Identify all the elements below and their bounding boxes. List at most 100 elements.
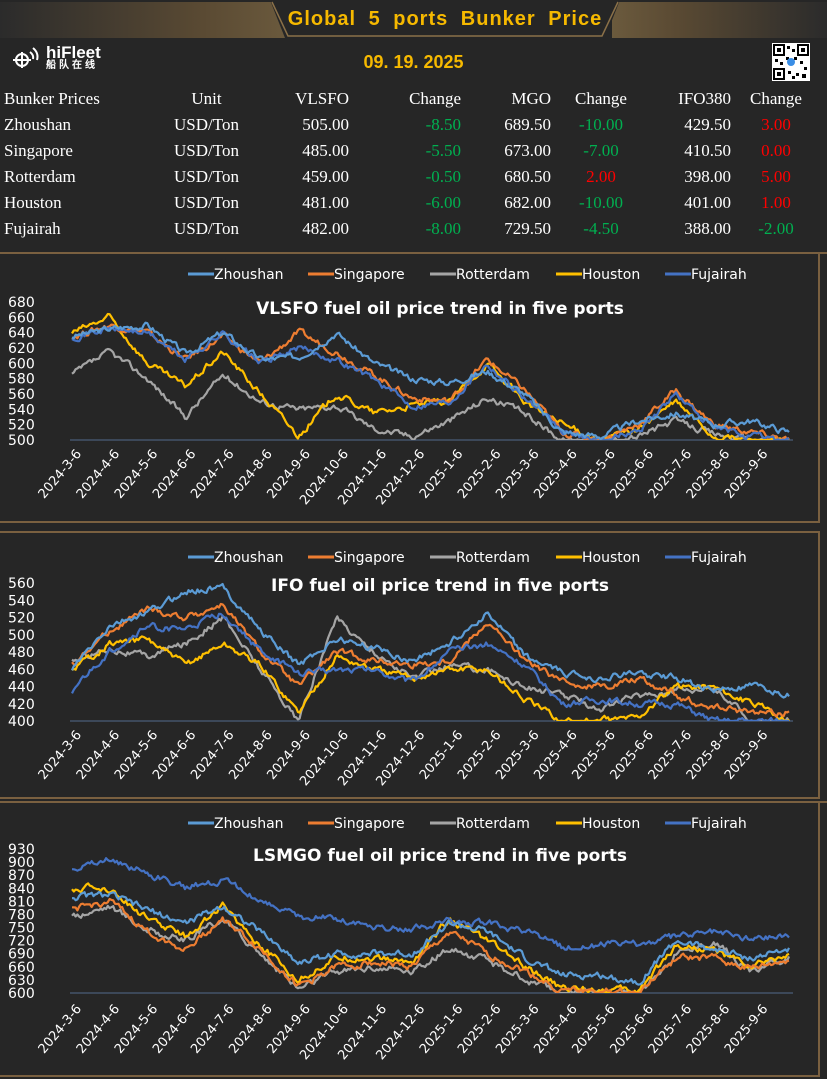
header-cell: Change [575, 89, 627, 108]
series-line-fujairah [71, 857, 790, 951]
header-cell: Unit [191, 89, 222, 108]
legend-item-rotterdam: Rotterdam [430, 267, 530, 283]
series-line-houston [71, 635, 790, 721]
mgo-cell: 729.50 [504, 219, 551, 238]
y-tick-label: 870 [8, 868, 35, 884]
y-tick-label: 520 [8, 611, 35, 627]
series-line-rotterdam [71, 347, 789, 440]
mgo-chg-cell: 2.00 [586, 167, 616, 186]
legend-label: Singapore [334, 816, 405, 832]
mgo-cell: 673.00 [504, 141, 551, 160]
series-line-zhoushan [71, 890, 790, 986]
qr-code-icon [772, 43, 810, 81]
mgo-cell: 680.50 [504, 167, 551, 186]
port-cell: Singapore [4, 141, 73, 160]
y-tick-label: 560 [8, 576, 35, 592]
vlsfo-chg-cell: -8.00 [425, 219, 461, 238]
unit-cell: USD/Ton [174, 193, 239, 212]
vlsfo-chg-cell: -8.50 [425, 115, 461, 134]
ifo-cell: 401.00 [684, 193, 731, 212]
ifo-chart-panel: Zhoushan Singapore Rotterdam Houston Fujaira… [0, 531, 820, 799]
header-band-left [0, 2, 290, 38]
vlsfo-chg-cell: -0.50 [425, 167, 461, 186]
y-tick-label: 500 [8, 628, 35, 644]
vlsfo-cell: 459.00 [302, 167, 349, 186]
table-row: Rotterdam USD/Ton 459.00 -0.50 680.50 2.00 398… [4, 164, 821, 190]
legend-item-houston: Houston [556, 816, 640, 832]
vlsfo-price-chart: Zhoushan Singapore Rotterdam Houston Fujaira… [8, 267, 793, 508]
legend-label: Zhoushan [214, 816, 284, 832]
legend-label: Fujairah [691, 816, 747, 832]
logo-name: hiFleet [46, 43, 101, 62]
legend-label: Fujairah [691, 267, 747, 283]
mgo-chg-cell: -4.50 [583, 219, 619, 238]
header-banner: Global 5 ports Bunker Price [0, 0, 827, 40]
mgo-cell: 682.00 [504, 193, 551, 212]
unit-cell: USD/Ton [174, 219, 239, 238]
y-tick-label: 690 [8, 947, 35, 963]
ifo-cell: 410.50 [684, 141, 731, 160]
y-tick-label: 660 [8, 960, 35, 976]
y-tick-label: 560 [8, 387, 35, 403]
legend-item-zhoushan: Zhoushan [188, 267, 284, 283]
port-cell: Zhoushan [4, 115, 72, 134]
table-row: Zhoushan USD/Ton 505.00 -8.50 689.50 -10.00 42… [4, 112, 821, 138]
legend-item-singapore: Singapore [308, 550, 405, 566]
y-tick-label: 520 [8, 418, 35, 434]
header-trapezoid [270, 0, 620, 38]
bunker-price-table: Bunker Prices Unit VLSFO Change MGO Chan… [4, 86, 821, 242]
legend-item-singapore: Singapore [308, 816, 405, 832]
header-cell: Bunker Prices [4, 89, 100, 108]
report-date: 09. 19. 2025 [363, 52, 464, 72]
vlsfo-cell: 481.00 [302, 193, 349, 212]
header-cell: VLSFO [295, 89, 349, 108]
lsmgo-chart-panel: Zhoushan Singapore Rotterdam Houston Fujaira… [0, 801, 820, 1077]
y-tick-label: 620 [8, 341, 35, 357]
legend-label: Rotterdam [456, 550, 530, 566]
y-tick-label: 750 [8, 921, 35, 937]
legend-label: Houston [582, 550, 640, 566]
legend-item-houston: Houston [556, 550, 640, 566]
legend-item-rotterdam: Rotterdam [430, 550, 530, 566]
series-line-singapore [71, 602, 790, 718]
legend-item-fujairah: Fujairah [665, 267, 747, 283]
y-tick-label: 540 [8, 402, 35, 418]
chart-title: IFO fuel oil price trend in five ports [271, 576, 609, 596]
series-line-zhoushan [70, 582, 790, 699]
y-tick-label: 440 [8, 680, 35, 696]
port-cell: Rotterdam [4, 167, 76, 186]
chart-title: LSMGO fuel oil price trend in five ports [253, 846, 627, 866]
legend-item-houston: Houston [556, 267, 640, 283]
y-tick-label: 930 [8, 842, 35, 858]
y-tick-label: 480 [8, 645, 35, 661]
y-tick-label: 420 [8, 697, 35, 713]
y-tick-label: 840 [8, 881, 35, 897]
page-title: Global 5 ports Bunker Price [287, 8, 603, 30]
port-cell: Fujairah [4, 219, 61, 238]
unit-cell: USD/Ton [174, 167, 239, 186]
mgo-chg-cell: -7.00 [583, 141, 619, 160]
y-tick-label: 640 [8, 326, 35, 342]
legend-label: Rotterdam [456, 816, 530, 832]
table-header-row: Bunker Prices Unit VLSFO Change MGO Chan… [4, 86, 821, 112]
legend-label: Singapore [334, 550, 405, 566]
mgo-cell: 689.50 [504, 115, 551, 134]
legend-label: Rotterdam [456, 267, 530, 283]
mgo-chg-cell: -10.00 [579, 193, 623, 212]
ifo-cell: 388.00 [684, 219, 731, 238]
chart-title: VLSFO fuel oil price trend in five ports [256, 299, 624, 319]
ifo-chg-cell: 1.00 [761, 193, 791, 212]
lsmgo-price-chart: Zhoushan Singapore Rotterdam Houston Fujaira… [8, 816, 793, 1063]
legend-item-fujairah: Fujairah [665, 816, 747, 832]
y-tick-label: 400 [8, 714, 35, 730]
header-band-right [612, 2, 827, 38]
header-cell: IFO380 [678, 89, 731, 108]
vlsfo-chg-cell: -5.50 [425, 141, 461, 160]
y-tick-label: 720 [8, 934, 35, 950]
legend-item-fujairah: Fujairah [665, 550, 747, 566]
y-tick-label: 600 [8, 356, 35, 372]
header-cell: Change [750, 89, 802, 108]
legend-item-rotterdam: Rotterdam [430, 816, 530, 832]
legend-label: Singapore [334, 267, 405, 283]
y-tick-label: 900 [8, 855, 35, 871]
